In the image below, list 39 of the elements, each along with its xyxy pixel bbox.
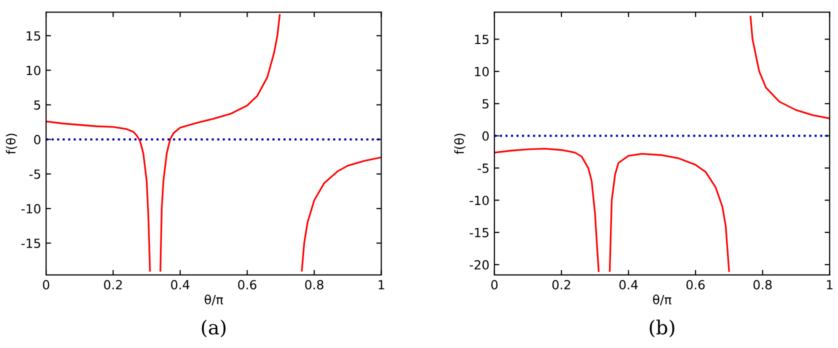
x-tick-label: 0.4	[171, 280, 190, 290]
x-tick-label: 0	[42, 280, 50, 290]
y-tick-label: 0	[482, 131, 489, 141]
y-tick-label: -10	[470, 196, 489, 206]
y-tick-label: -5	[478, 164, 488, 173]
line-series	[608, 153, 730, 272]
y-tick-label: -20	[470, 260, 489, 270]
y-tick-label: -15	[21, 238, 40, 248]
line-series	[750, 16, 830, 120]
y-tick-label: 15	[475, 34, 488, 44]
y-axis-title: f(θ)	[454, 134, 466, 154]
x-tick-label: 1	[378, 280, 384, 290]
y-tick-label: 5	[34, 100, 40, 110]
x-tick-label: 0.4	[619, 280, 638, 290]
y-tick-label: 0	[34, 134, 40, 144]
y-tick-label: 5	[482, 99, 488, 109]
x-tick-label: 0.6	[686, 280, 705, 290]
line-series	[46, 120, 151, 272]
x-tick-label: 0.8	[753, 280, 772, 290]
x-tick-label: 0.2	[104, 280, 122, 290]
x-tick-label: 0.6	[238, 280, 256, 290]
x-tick-label: 0	[491, 280, 498, 290]
y-tick-label: -15	[470, 228, 488, 238]
y-tick-label: 10	[26, 66, 40, 76]
x-axis-title: θ/π	[204, 294, 224, 306]
y-tick-label: 10	[475, 66, 489, 76]
y-tick-label: -10	[21, 204, 40, 214]
y-tick-label: -5	[29, 170, 40, 179]
y-tick-label: 15	[26, 31, 40, 41]
text: (b)	[650, 320, 674, 338]
x-tick-label: 0.8	[305, 280, 324, 290]
x-axis-title: θ/π	[653, 294, 672, 306]
line-series	[160, 14, 281, 272]
y-axis-title: f(θ)	[6, 134, 18, 154]
line-series	[301, 156, 382, 272]
x-tick-label: 0.2	[552, 280, 570, 290]
line-series	[494, 148, 600, 272]
text: (a)	[202, 320, 226, 338]
x-tick-label: 1	[827, 280, 832, 290]
